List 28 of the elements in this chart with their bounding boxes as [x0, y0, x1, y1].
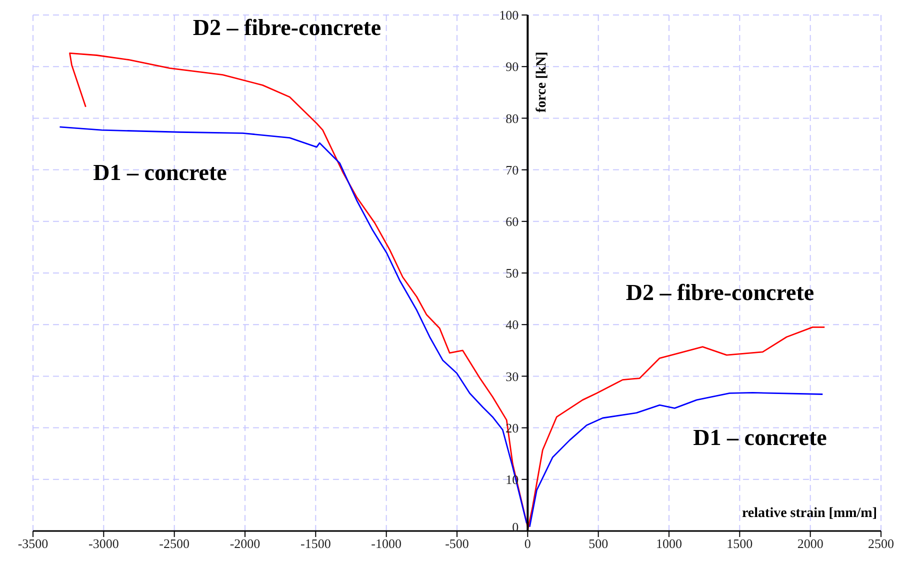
line-series: [59, 126, 528, 524]
x-tick-label: -500: [445, 536, 469, 552]
x-tick-label: 2000: [797, 536, 824, 552]
series-label: D1 – concrete: [693, 425, 827, 450]
y-axis-title: force [kN]: [534, 52, 550, 112]
x-tick-label: -2500: [159, 536, 190, 552]
y-tick-label: 60: [506, 214, 519, 229]
x-tick-label: -3000: [88, 536, 119, 552]
x-axis-title: relative strain [mm/m]: [742, 506, 877, 521]
x-tick-label: -1000: [371, 536, 402, 552]
series-label: D2 – fibre-concrete: [626, 280, 814, 306]
x-tick-label: 2500: [868, 536, 894, 552]
y-tick-label: 50: [506, 266, 519, 281]
y-tick-label: 70: [506, 162, 519, 178]
y-tick-label: 40: [506, 317, 519, 332]
x-tick-label: 1500: [726, 536, 753, 552]
series-label: D2 – fibre-concrete: [192, 15, 382, 40]
y-tick-label: 80: [506, 110, 519, 126]
y-tick-label: 30: [506, 368, 519, 384]
y-tick-label: 100: [499, 8, 519, 23]
x-tick-label: 1000: [656, 536, 682, 552]
series-label: D1 – concrete: [93, 160, 227, 186]
x-tick-label: -3500: [18, 536, 48, 552]
x-tick-label: 500: [588, 536, 608, 552]
x-tick-label: 0: [524, 536, 531, 552]
y-tick-label: 90: [506, 59, 519, 74]
x-tick-label: -1500: [300, 536, 331, 552]
x-tick-label: -2000: [230, 536, 260, 552]
